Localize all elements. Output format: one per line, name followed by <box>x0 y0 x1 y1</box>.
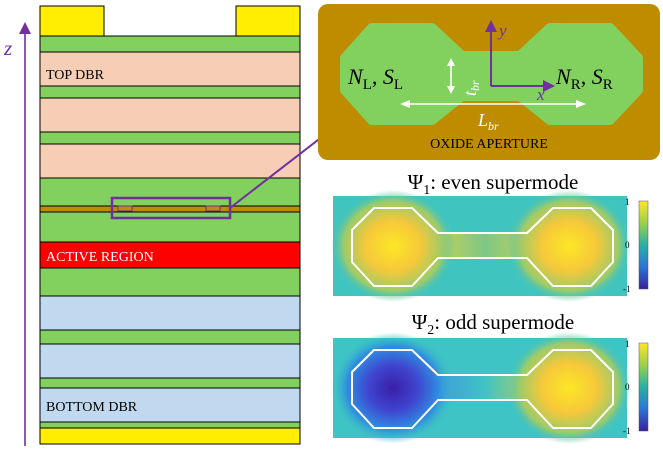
mode1-cbar-mid: 0 <box>625 240 630 250</box>
left-ns-label: NL, SL <box>347 64 403 93</box>
l-br-label: Lbr <box>477 110 499 133</box>
mode1-field-plot: 1 0 -1 <box>331 190 649 302</box>
x-axis-label: x <box>536 85 545 104</box>
mode2-aperture-outline <box>351 349 614 429</box>
active-region-label: ACTIVE REGION <box>46 250 154 265</box>
mode2-title: Ψ2: odd supermode <box>412 310 574 338</box>
mode2-colorbar <box>638 342 649 432</box>
bottom-contact <box>39 427 301 445</box>
active-region <box>39 241 301 269</box>
mode1-cbar-max: 1 <box>625 197 630 207</box>
z-axis-label: z <box>3 36 12 60</box>
top-dbr-label: TOP DBR <box>46 68 105 83</box>
mode2-cbar-min: -1 <box>623 426 631 436</box>
z-axis: z <box>3 22 31 446</box>
oxide-aperture-inset: y x tbr Lbr NL, SL NR, SR OXIDE APERTURE <box>318 4 660 160</box>
mode1-cbar-min: -1 <box>623 284 631 294</box>
mode2-cbar-max: 1 <box>625 339 630 349</box>
oxide-aperture-label: OXIDE APERTURE <box>430 137 548 152</box>
mode2-field-plot: 1 0 -1 <box>331 332 649 444</box>
oxide-layer <box>39 205 301 213</box>
bottom-dbr-label: BOTTOM DBR <box>46 400 138 415</box>
t-br-label: tbr <box>460 80 482 96</box>
mode1-colorbar <box>638 200 649 290</box>
mode1-title: Ψ1: even supermode <box>408 170 579 198</box>
top-contact-right <box>235 5 301 37</box>
top-contact-left <box>39 5 105 37</box>
right-ns-label: NR, SR <box>555 64 613 93</box>
y-axis-label: y <box>497 21 507 40</box>
mode2-cbar-mid: 0 <box>625 382 630 392</box>
mode1-aperture-outline <box>351 207 614 287</box>
